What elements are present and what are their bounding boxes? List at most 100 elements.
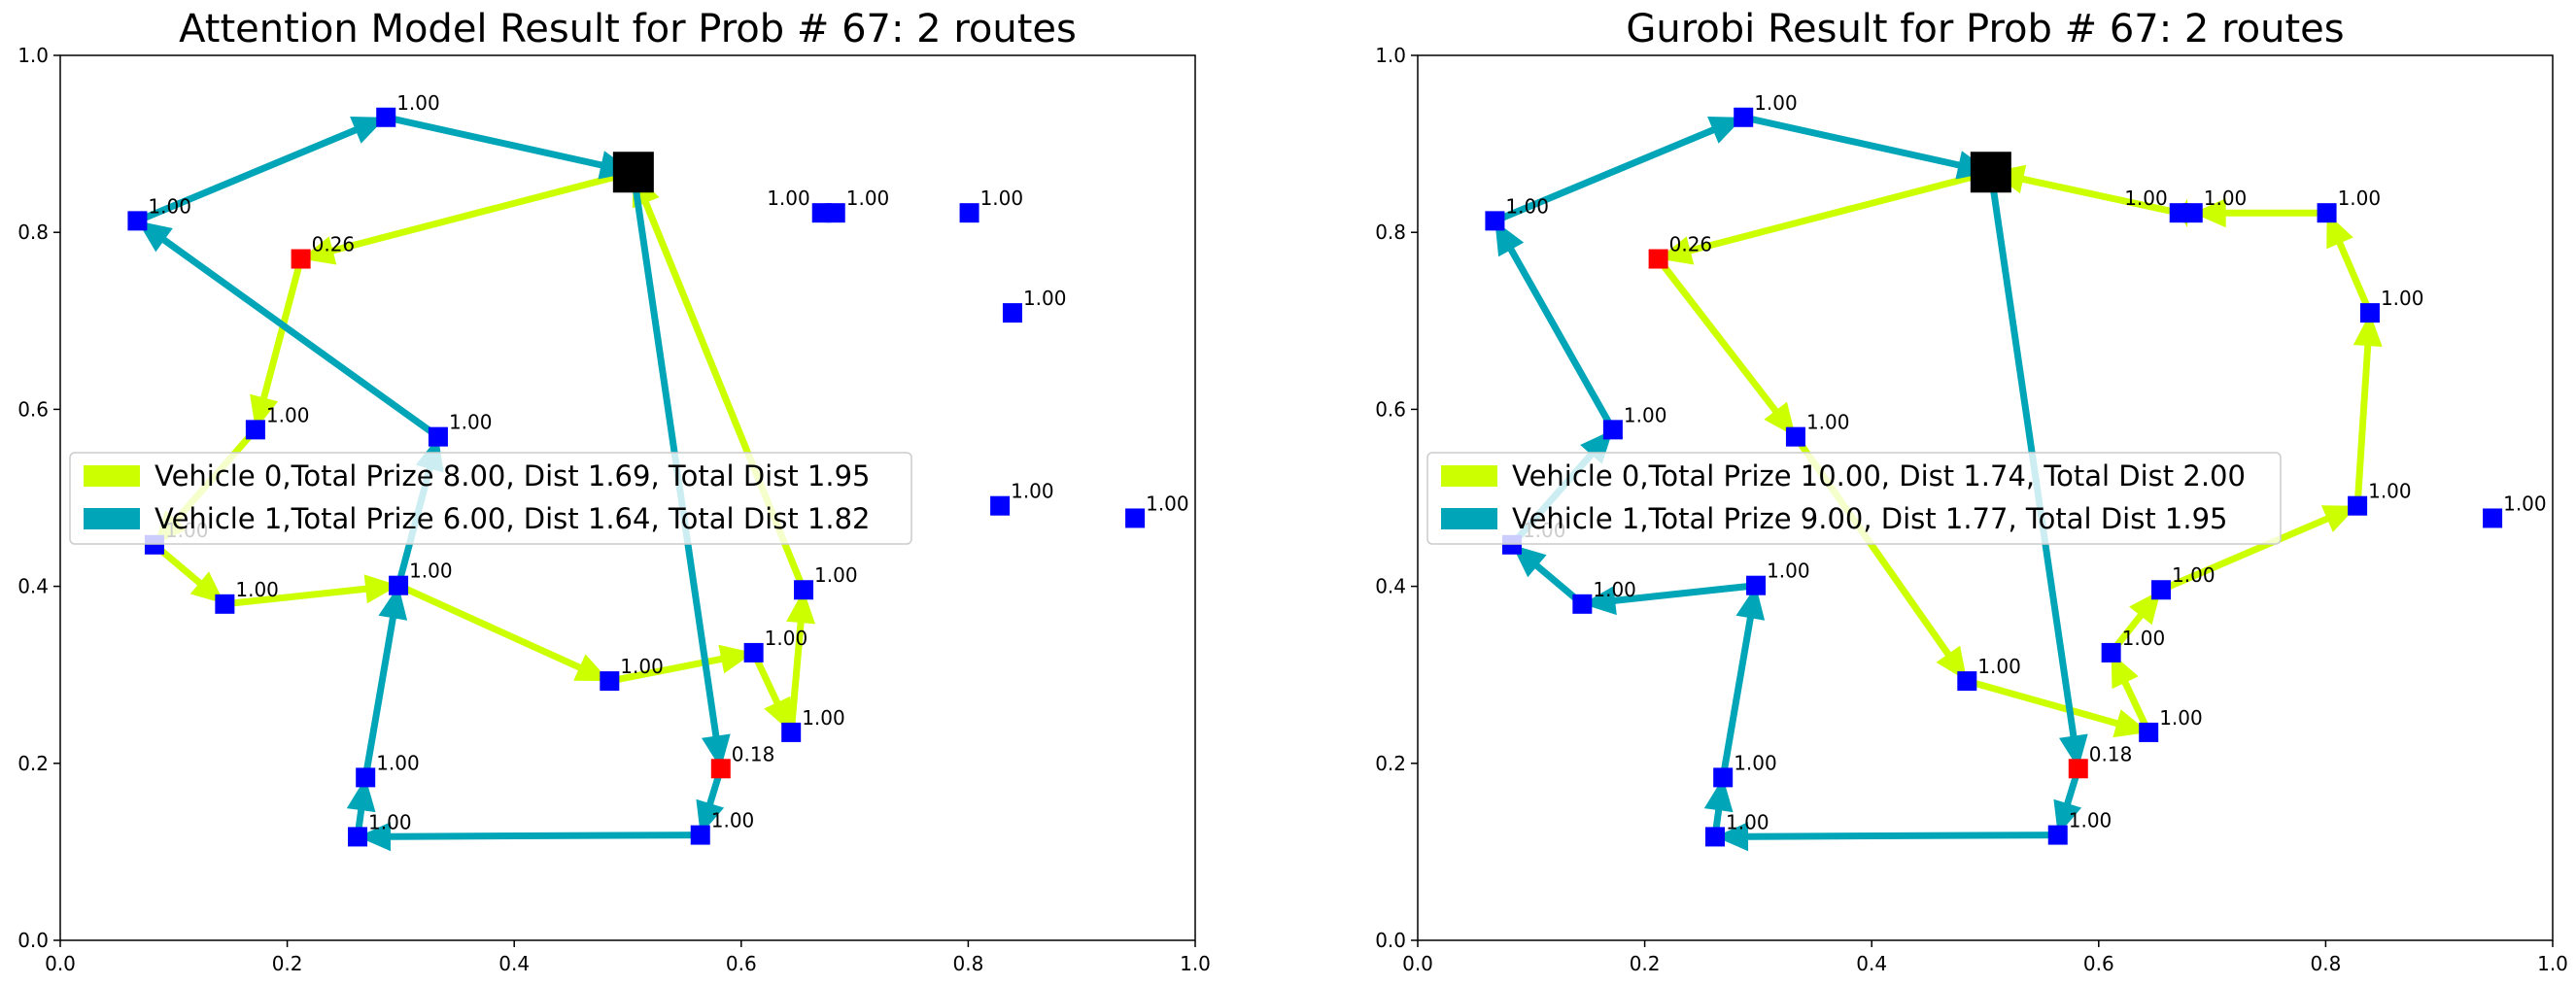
- node-prize-label: 1.00: [2124, 187, 2168, 210]
- legend-entry: Vehicle 0,Total Prize 10.00, Dist 1.74, …: [1512, 459, 2246, 492]
- node-prize-label: 1.00: [1593, 578, 1636, 601]
- node-marker: [127, 211, 148, 231]
- node-prize-label: 1.00: [846, 187, 890, 210]
- chart-title: Gurobi Result for Prob # 67: 2 routes: [1626, 7, 2344, 51]
- node-marker: [291, 249, 311, 269]
- route-arrow-18: [1511, 544, 1585, 607]
- node-prize-label: 1.00: [235, 578, 279, 601]
- node-marker: [959, 203, 979, 223]
- node-marker: [743, 642, 764, 662]
- node-marker: [348, 827, 368, 847]
- y-tick-label: 0.8: [1375, 221, 1406, 244]
- node-prize-label: 1.00: [2069, 809, 2112, 832]
- node-marker: [600, 671, 620, 692]
- y-tick-label: 0.6: [17, 397, 49, 421]
- node-marker: [2101, 642, 2121, 662]
- route-arrow-11: [696, 767, 725, 835]
- node-prize-label: 0.18: [2089, 742, 2133, 765]
- node-marker: [1785, 426, 1805, 447]
- node-marker: [2182, 203, 2203, 223]
- route-arrow-0: [1658, 168, 1992, 265]
- route-arrow-5: [396, 582, 610, 682]
- y-tick-label: 0.6: [1375, 397, 1406, 421]
- route-arrow-14: [361, 585, 408, 778]
- x-tick-label: 0.0: [1402, 952, 1433, 975]
- node-prize-label: 1.00: [1806, 411, 1850, 434]
- x-tick-label: 0.2: [272, 952, 303, 975]
- route-arrow-16: [1719, 585, 1766, 778]
- node-prize-label: 1.00: [2338, 187, 2382, 210]
- node-prize-label: 1.00: [376, 751, 420, 774]
- route-arrow-21: [1494, 117, 1744, 224]
- axes-frame: [1417, 54, 2554, 941]
- y-tick-label: 0.8: [17, 221, 49, 244]
- x-tick-label: 0.6: [726, 952, 757, 975]
- route-arrow-17: [1582, 582, 1757, 616]
- node-marker: [1705, 827, 1726, 847]
- node-prize-label: 1.00: [767, 187, 810, 210]
- x-tick-label: 0.4: [1856, 952, 1887, 975]
- x-tick-label: 0.8: [2310, 952, 2341, 975]
- node-prize-label: 1.00: [2368, 480, 2412, 503]
- node-marker: [2068, 759, 2088, 779]
- x-tick-label: 1.0: [1180, 952, 1211, 975]
- y-tick-label: 0.0: [17, 929, 49, 952]
- x-tick-label: 1.0: [2537, 952, 2568, 975]
- legend-swatch: [1441, 465, 1497, 487]
- route-arrow-7: [2353, 313, 2383, 506]
- node-prize-label: 0.26: [1669, 233, 1713, 256]
- y-tick-label: 0.2: [17, 752, 49, 775]
- node-prize-label: 1.00: [1734, 751, 1777, 774]
- y-tick-label: 1.0: [1375, 44, 1406, 67]
- x-tick-label: 0.2: [1630, 952, 1661, 975]
- node-prize-label: 0.26: [312, 233, 356, 256]
- node-prize-label: 1.00: [396, 91, 440, 115]
- node-prize-label: 1.00: [814, 563, 858, 587]
- depot-marker: [1970, 152, 2011, 193]
- legend: Vehicle 0,Total Prize 8.00, Dist 1.69, T…: [69, 452, 912, 545]
- route-arrow-3: [1966, 677, 2149, 738]
- route-arrow-3: [152, 542, 225, 604]
- route-arrow-16: [137, 221, 440, 440]
- chart-panel-2: Gurobi Result for Prob # 67: 2 routes 0.0…: [1375, 7, 2568, 975]
- route-arrow-7: [750, 651, 792, 732]
- node-marker: [389, 575, 409, 595]
- node-prize-label: 1.00: [980, 187, 1024, 210]
- node-marker: [1002, 303, 1022, 323]
- node-marker: [428, 426, 448, 447]
- route-arrow-15: [1703, 777, 1734, 837]
- node-marker: [2139, 722, 2159, 742]
- x-tick-label: 0.6: [2083, 952, 2114, 975]
- node-marker: [1746, 575, 1767, 595]
- node-marker: [376, 107, 396, 127]
- legend-entry: Vehicle 1,Total Prize 9.00, Dist 1.77, T…: [1512, 502, 2227, 535]
- node-marker: [710, 759, 731, 779]
- legend-entry: Vehicle 0,Total Prize 8.00, Dist 1.69, T…: [155, 459, 870, 492]
- chart-title: Attention Model Result for Prob # 67: 2 …: [179, 7, 1077, 51]
- node-marker: [1602, 420, 1623, 440]
- node-prize-label: 1.00: [2381, 287, 2424, 310]
- legend: Vehicle 0,Total Prize 10.00, Dist 1.74, …: [1426, 452, 2282, 545]
- node-prize-label: 1.00: [1146, 492, 1189, 515]
- route-arrow-6: [2159, 505, 2358, 594]
- route-arrow-4: [224, 574, 399, 608]
- route-arrow-6: [608, 644, 754, 685]
- node-prize-label: 1.00: [1977, 655, 2021, 678]
- route-arrow-20: [1494, 221, 1616, 432]
- node-marker: [2151, 580, 2172, 600]
- legend-swatch: [84, 508, 140, 529]
- route-arrow-9: [2192, 198, 2327, 228]
- node-prize-label: 1.00: [1726, 810, 1769, 833]
- route-arrow-13: [2053, 767, 2082, 835]
- node-marker: [1734, 107, 1754, 127]
- route-arrow-18: [385, 114, 634, 180]
- node-prize-label: 1.00: [711, 809, 755, 832]
- route-arrow-12: [358, 822, 701, 852]
- node-marker: [2047, 825, 2068, 845]
- node-marker: [794, 580, 814, 600]
- node-prize-label: 1.00: [1754, 91, 1798, 115]
- node-prize-label: 1.00: [409, 560, 453, 583]
- y-tick-label: 1.0: [17, 44, 49, 67]
- node-marker: [245, 420, 265, 440]
- node-prize-label: 1.00: [1505, 194, 1549, 218]
